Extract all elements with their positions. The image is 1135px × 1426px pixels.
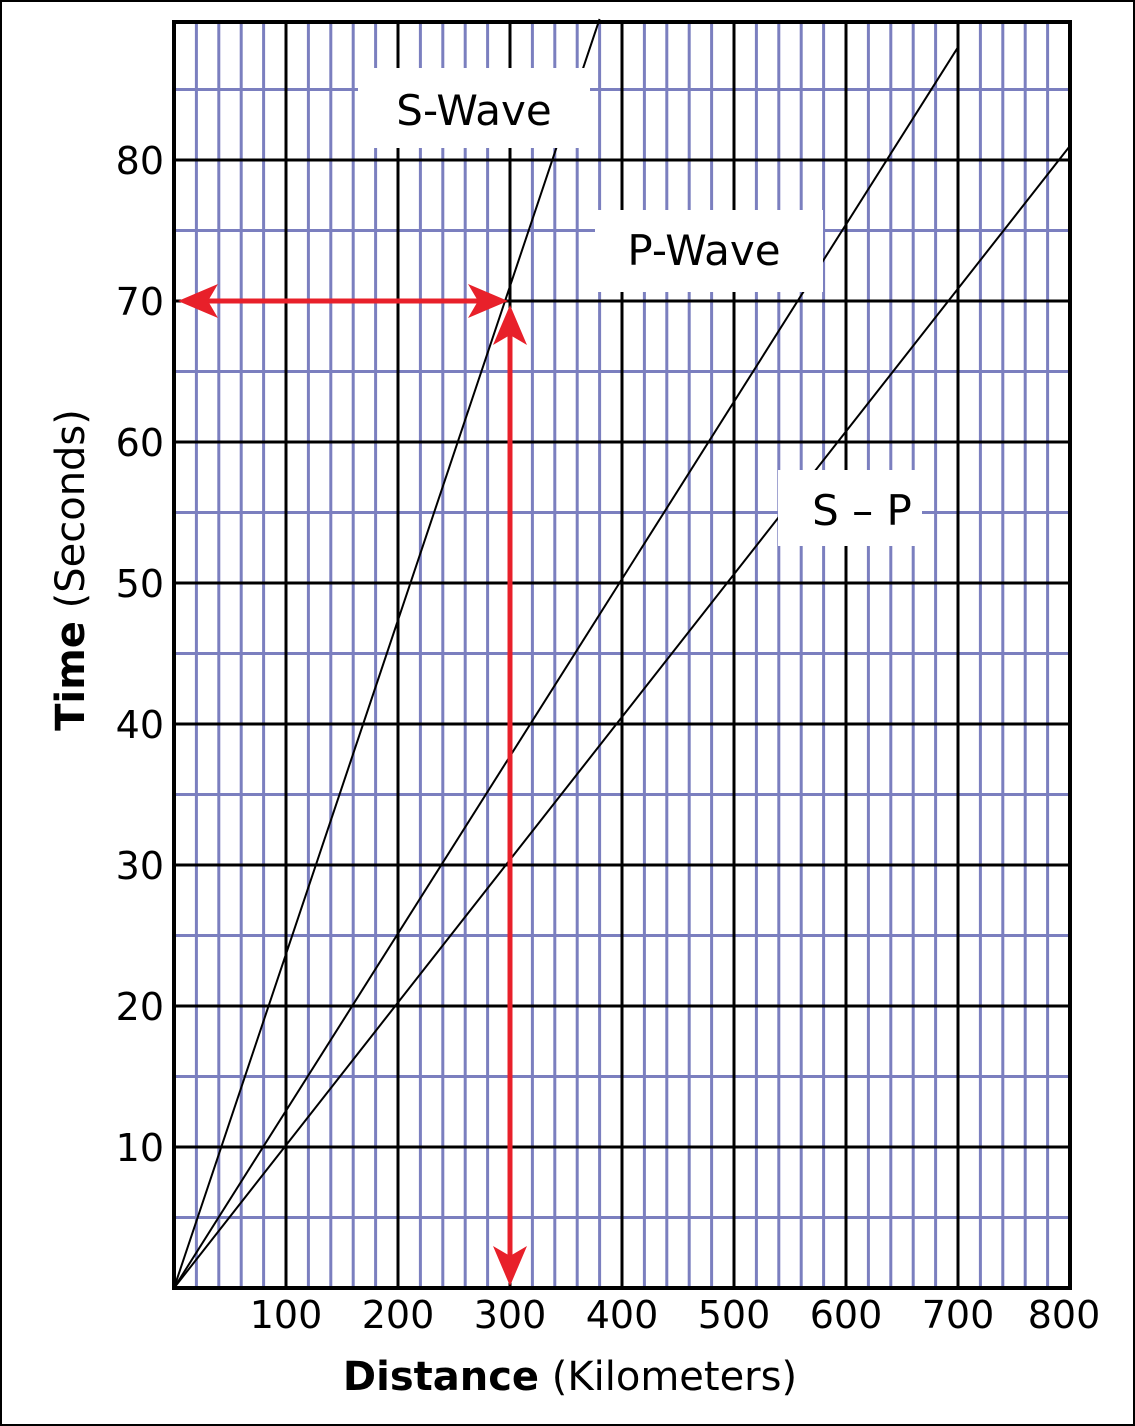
vertical-arrow-head-bottom xyxy=(493,1246,527,1286)
tick-labels: 100 200 300 400 500 600 700 800 10 20 30 40 50 60 70 80 xyxy=(116,139,1101,1337)
curves xyxy=(173,18,1071,1289)
series-line xyxy=(173,145,1071,1289)
horizontal-arrow-head-left xyxy=(178,284,218,318)
y-axis-title-rest: (Seconds) xyxy=(48,409,94,608)
x-tick-label: 600 xyxy=(810,1293,883,1337)
y-tick-label: 50 xyxy=(116,562,164,606)
y-axis-title-bold: Time xyxy=(48,621,94,731)
x-axis-title: Distance (Kilometers) xyxy=(343,1354,797,1400)
vertical-arrow-head-top xyxy=(493,305,527,345)
y-axis-title: Time (Seconds) xyxy=(48,409,94,731)
series-label-background xyxy=(595,210,823,292)
series-label-background xyxy=(358,68,590,148)
y-tick-label: 10 xyxy=(116,1126,164,1170)
x-tick-label: 400 xyxy=(586,1293,659,1337)
x-tick-label: 100 xyxy=(250,1293,323,1337)
plot-border xyxy=(172,20,1072,1290)
x-tick-label: 500 xyxy=(698,1293,771,1337)
curve-labels: S-Wave P-Wave S – P xyxy=(358,68,922,546)
y-tick-label: 70 xyxy=(116,280,164,324)
y-tick-label: 40 xyxy=(116,703,164,747)
series-label-background xyxy=(778,470,922,546)
y-tick-label: 80 xyxy=(116,139,164,183)
y-tick-label: 30 xyxy=(116,844,164,888)
x-axis-title-bold: Distance xyxy=(343,1354,539,1400)
series-line xyxy=(173,46,959,1289)
series-label: P-Wave xyxy=(627,226,780,275)
series-label: S-Wave xyxy=(396,86,551,135)
series-label: S – P xyxy=(812,486,912,535)
x-tick-label: 700 xyxy=(922,1293,995,1337)
x-axis-title-rest: (Kilometers) xyxy=(552,1354,797,1400)
x-tick-label: 800 xyxy=(1028,1293,1101,1337)
y-tick-label: 20 xyxy=(116,985,164,1029)
series-line xyxy=(173,18,601,1289)
x-tick-label: 200 xyxy=(362,1293,435,1337)
y-tick-label: 60 xyxy=(116,421,164,465)
x-tick-label: 300 xyxy=(474,1293,547,1337)
horizontal-arrow-head-right xyxy=(468,284,508,318)
red-arrows xyxy=(178,284,527,1286)
